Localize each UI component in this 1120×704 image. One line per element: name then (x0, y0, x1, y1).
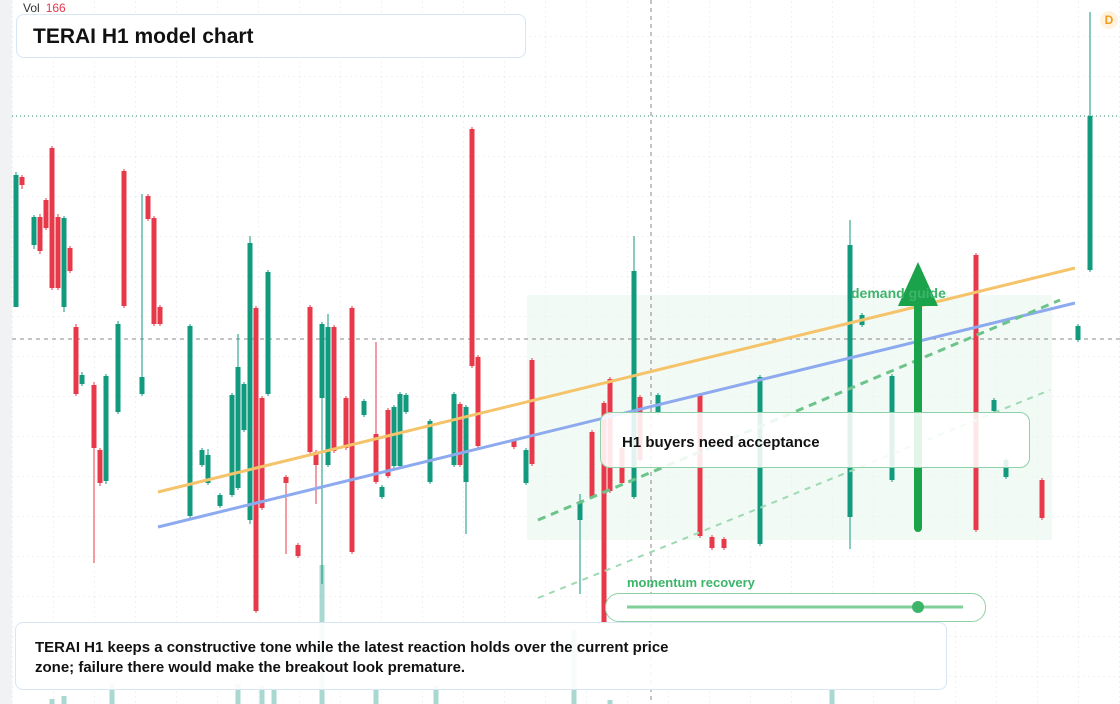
trend-line (537, 298, 1061, 522)
callout: H1 buyers need acceptance (600, 412, 1030, 468)
volume-bar (829, 690, 835, 704)
slider[interactable] (605, 593, 986, 622)
candle-body (343, 398, 349, 448)
title-panel: TERAI H1 model chart (16, 14, 526, 58)
candle-body (103, 376, 109, 481)
candle-body (391, 407, 397, 466)
candle-body (283, 477, 289, 483)
candle-body (451, 394, 457, 465)
candle-body (319, 324, 325, 398)
candle-body (43, 200, 49, 228)
candle-body (601, 403, 607, 622)
candle-body (325, 327, 331, 465)
callout-text: H1 buyers need acceptance (622, 434, 820, 451)
candle-body (187, 326, 193, 516)
candle-body (469, 129, 475, 366)
candle-body (61, 218, 67, 307)
candle-body (379, 487, 385, 497)
volume-bar (607, 700, 613, 704)
volume-bar (49, 699, 55, 704)
volume-bar (259, 686, 265, 704)
candle-body (1039, 480, 1045, 518)
volume-bar (61, 696, 67, 704)
candle-body (307, 307, 313, 452)
volume-bar (271, 689, 277, 704)
slider-track (627, 601, 963, 613)
candle-body (511, 441, 517, 447)
left-strip (0, 0, 12, 704)
candle-body (457, 404, 463, 465)
candle-body (67, 248, 73, 271)
candle-body (427, 421, 433, 482)
candle-body (217, 495, 223, 506)
candle-body (709, 537, 715, 548)
candle-body (115, 324, 121, 412)
candle-body (259, 398, 265, 508)
candle-body (1087, 116, 1093, 270)
candle-body (475, 357, 481, 446)
candle-body (199, 450, 205, 465)
note-text: TERAI H1 keeps a constructive tone while… (35, 639, 669, 676)
candle-body (1075, 326, 1081, 340)
note-panel: TERAI H1 keeps a constructive tone while… (15, 622, 947, 690)
candle-body (577, 502, 583, 520)
candle-body (349, 308, 355, 552)
candle-body (991, 400, 997, 411)
candle-body (1003, 460, 1009, 477)
candle-body (49, 148, 55, 288)
candle-body (37, 217, 43, 251)
candle-body (589, 432, 595, 497)
candle-body (631, 271, 637, 497)
candle-body (55, 217, 61, 288)
candle-body (463, 407, 469, 482)
candle-body (235, 367, 241, 488)
candle-body (19, 177, 25, 185)
candle-body (295, 545, 301, 556)
volume-text: Vol (23, 1, 40, 15)
candle-body (361, 401, 367, 415)
volume-label: Vol 166 (23, 1, 66, 15)
candle-body (397, 394, 403, 466)
candle-body (523, 450, 529, 483)
candle-body (973, 255, 979, 530)
candle-body (97, 450, 103, 483)
title: TERAI H1 model chart (33, 25, 254, 48)
knob[interactable] (912, 601, 924, 613)
candle-body (385, 410, 391, 476)
candle-body (145, 196, 151, 219)
candle-body (205, 455, 211, 483)
candle-body (241, 384, 247, 430)
candle-body (121, 171, 127, 306)
candle-body (331, 327, 337, 451)
volume-bar (433, 686, 439, 704)
zone-label: demand guide (851, 285, 946, 301)
candle-body (79, 375, 85, 384)
arrow-head (898, 262, 938, 306)
candle-body (13, 175, 19, 307)
candle-body (247, 243, 253, 520)
candle-body (157, 307, 163, 324)
slider-label: momentum recovery (627, 575, 755, 590)
candle-body (91, 385, 97, 448)
candle-body (403, 395, 409, 412)
candle-body (139, 377, 145, 394)
candle-body (373, 434, 379, 482)
candle-body (229, 395, 235, 495)
candle-body (847, 245, 853, 517)
candle-body (313, 452, 319, 465)
candle-body (265, 272, 271, 394)
candle-body (73, 327, 79, 394)
candle-body (253, 308, 259, 611)
candle-body (529, 360, 535, 464)
volume-bar (109, 684, 115, 704)
volume-value: 166 (45, 1, 66, 15)
candle-body (721, 539, 727, 548)
volume-bar (373, 690, 379, 704)
badge[interactable]: D (1100, 11, 1118, 29)
candle-body (31, 217, 37, 245)
volume-bar (235, 684, 241, 704)
candle-body (151, 218, 157, 324)
